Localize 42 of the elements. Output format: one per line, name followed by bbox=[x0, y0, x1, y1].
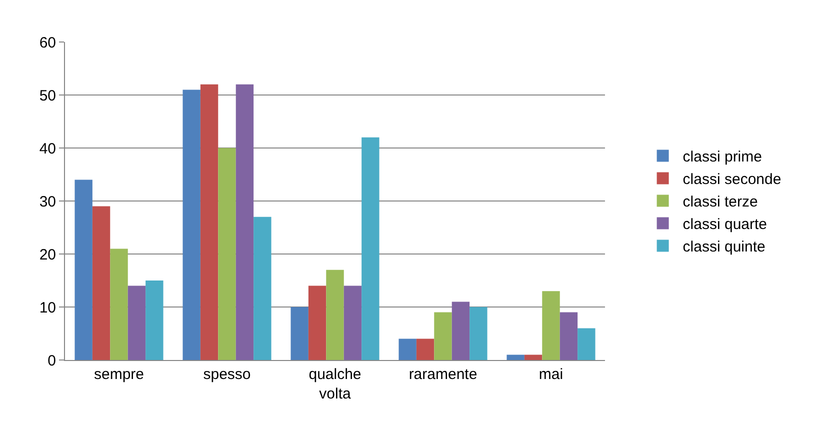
x-tick-label: sempre bbox=[94, 366, 144, 383]
bar bbox=[218, 148, 236, 360]
bar bbox=[344, 286, 362, 360]
y-tick-label: 50 bbox=[39, 87, 56, 104]
y-tick-label: 0 bbox=[48, 352, 56, 370]
x-tick-label: spesso bbox=[203, 366, 251, 383]
x-tick-label: mai bbox=[538, 366, 564, 383]
y-tick-label: 40 bbox=[39, 140, 56, 158]
legend-label: classi seconde bbox=[682, 171, 782, 188]
legend-label: classi prime bbox=[682, 148, 762, 166]
bar bbox=[416, 338, 434, 360]
bar bbox=[452, 302, 470, 360]
bar bbox=[542, 291, 560, 360]
bar bbox=[146, 280, 164, 360]
bar bbox=[290, 307, 308, 360]
x-tick-label: qualche volta bbox=[308, 366, 362, 402]
bar bbox=[578, 328, 596, 360]
bar bbox=[398, 338, 416, 360]
bar bbox=[524, 354, 542, 360]
bar bbox=[308, 286, 326, 360]
bar bbox=[506, 354, 524, 360]
legend-label: classi terze bbox=[682, 194, 758, 211]
bar bbox=[128, 286, 146, 360]
legend-label: classi quinte bbox=[682, 238, 766, 256]
x-tick-label: raramente bbox=[408, 366, 478, 383]
bar bbox=[182, 90, 200, 360]
bar bbox=[560, 312, 578, 360]
legend-label: classi quarte bbox=[682, 216, 768, 234]
bar bbox=[74, 180, 92, 360]
bar bbox=[326, 270, 344, 360]
y-tick-label: 20 bbox=[39, 246, 56, 264]
bar bbox=[200, 84, 218, 360]
bar bbox=[110, 248, 128, 360]
bar bbox=[92, 206, 110, 360]
y-tick-label: 60 bbox=[39, 34, 56, 52]
bar bbox=[254, 216, 272, 360]
bar bbox=[362, 137, 380, 360]
y-tick-label: 30 bbox=[39, 193, 56, 210]
bar bbox=[470, 307, 488, 360]
bar bbox=[434, 312, 452, 360]
bar bbox=[236, 84, 254, 360]
y-tick-label: 10 bbox=[39, 299, 56, 316]
